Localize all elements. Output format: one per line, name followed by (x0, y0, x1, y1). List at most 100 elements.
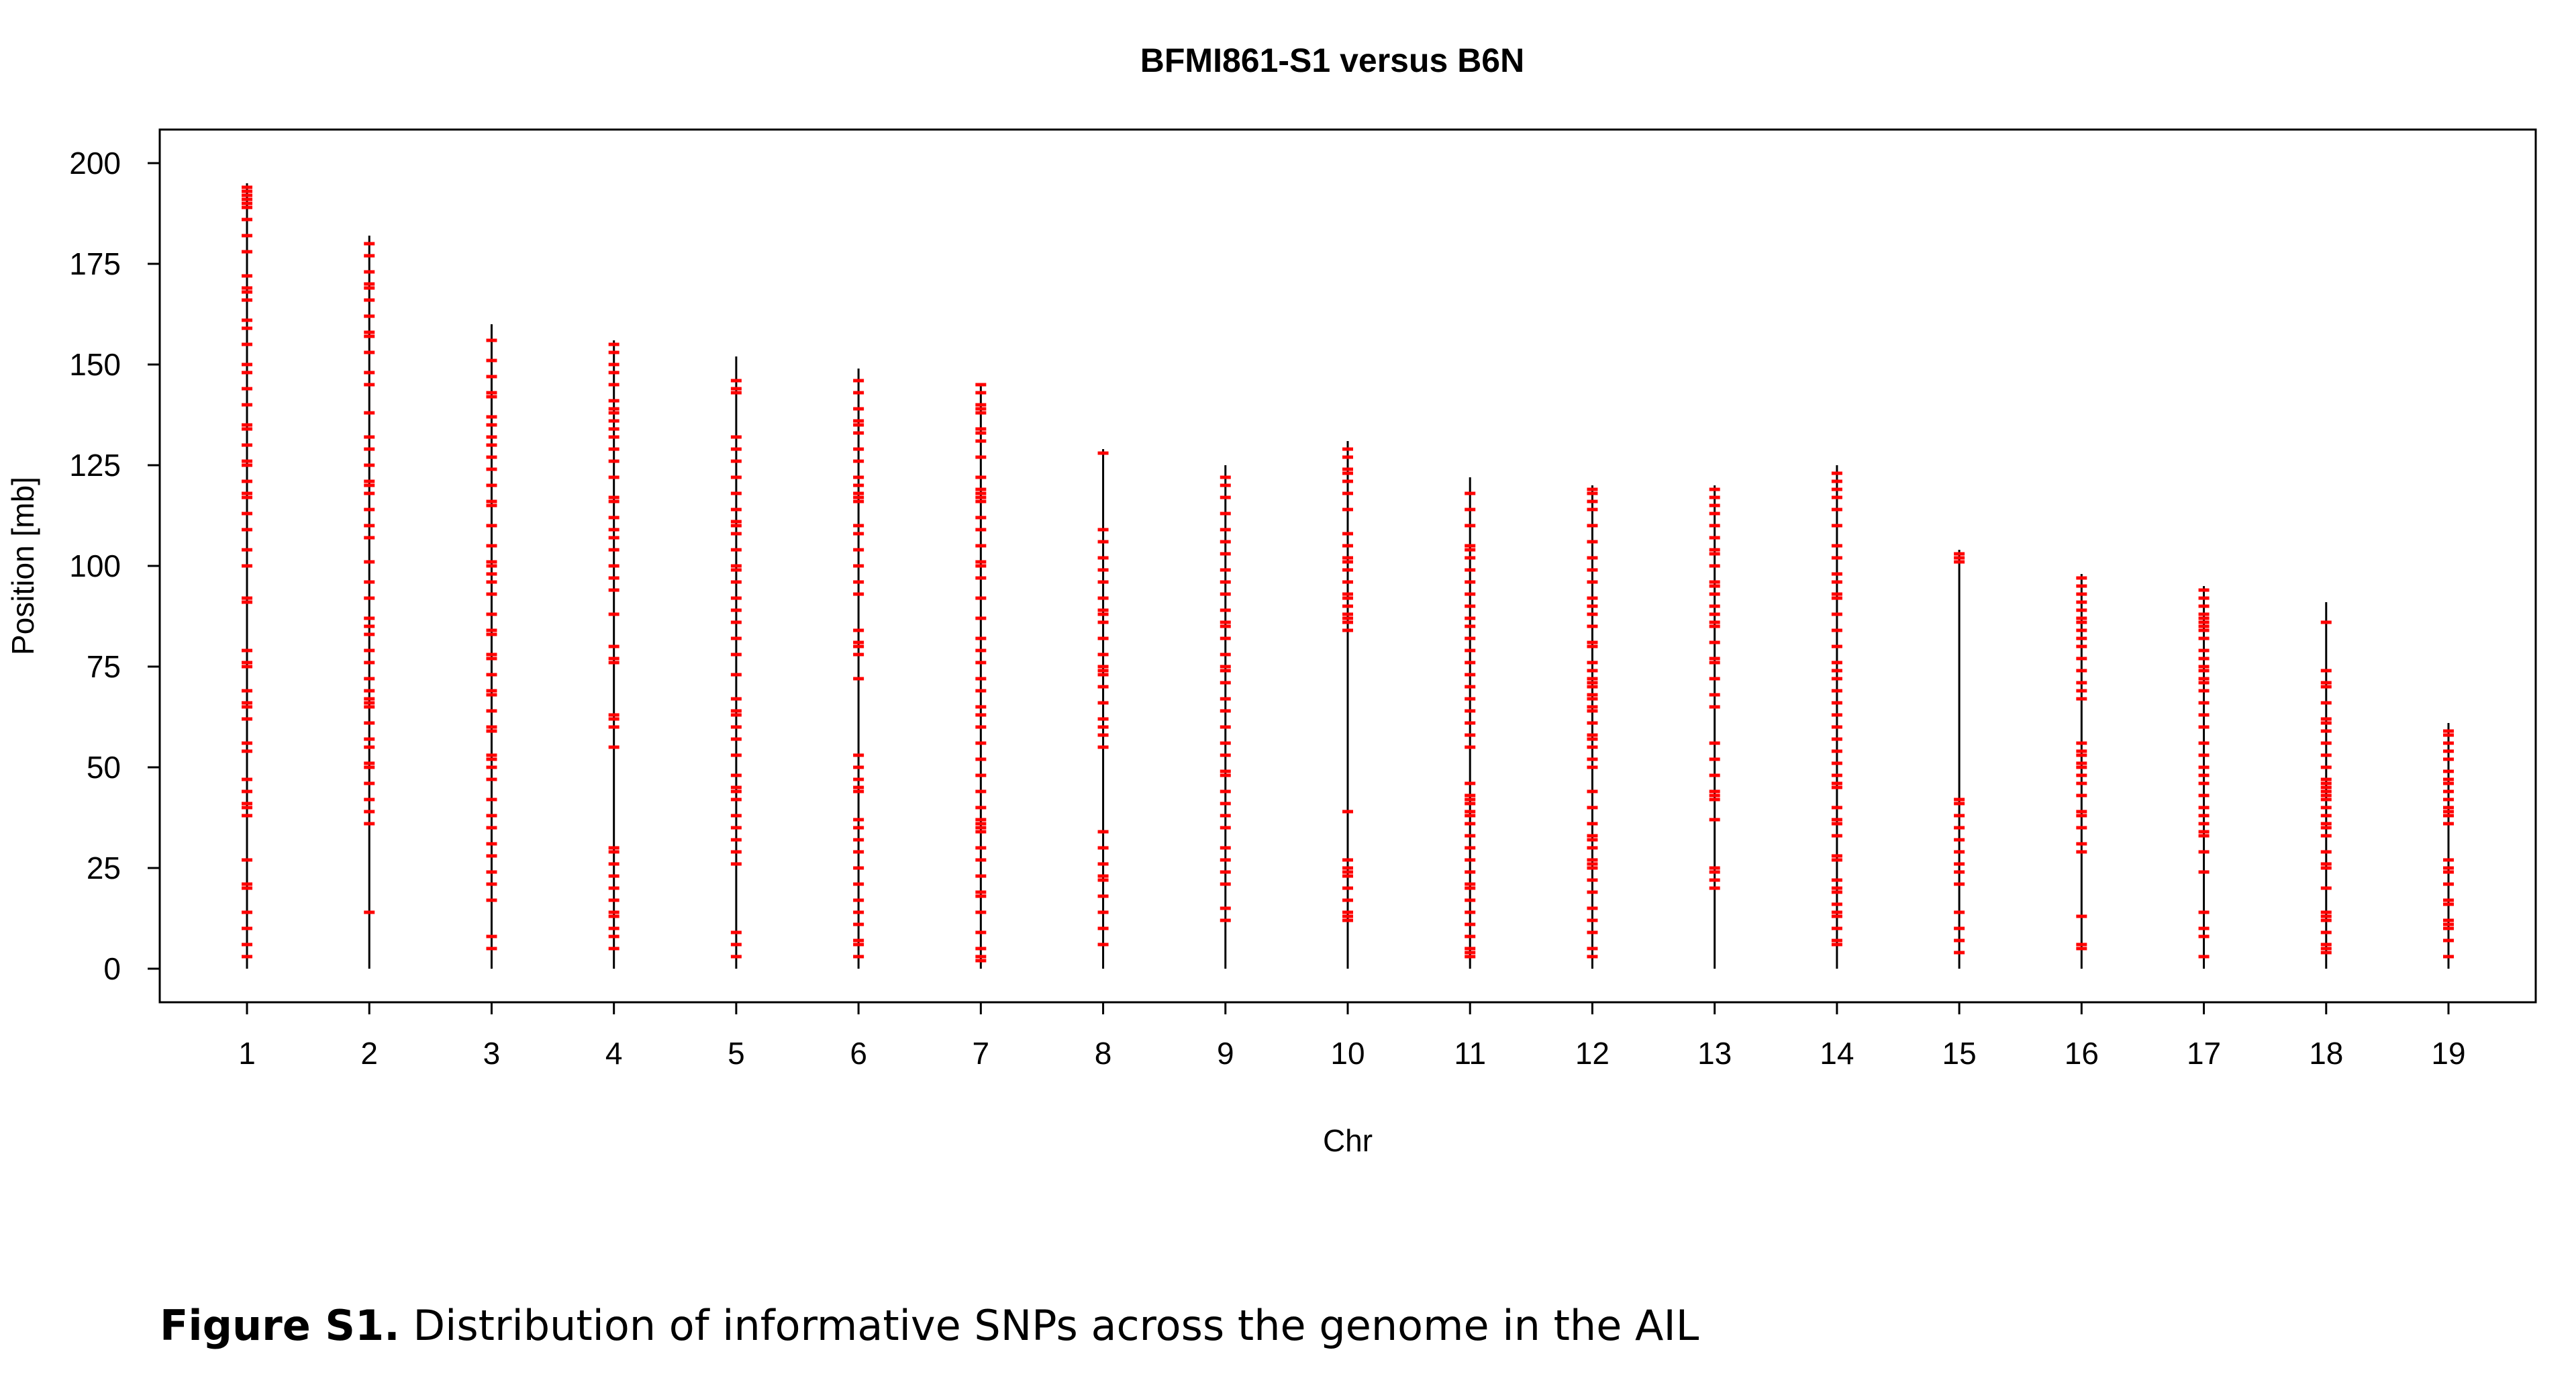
snp-marker (730, 564, 742, 568)
snp-marker (2443, 814, 2454, 818)
snp-marker (1465, 934, 1476, 938)
snp-marker (1831, 773, 1842, 777)
snp-marker (242, 363, 252, 367)
snp-marker (2443, 789, 2454, 793)
snp-marker (1097, 846, 1109, 850)
snp-marker (2320, 850, 2332, 854)
snp-marker (975, 564, 987, 568)
snp-marker (1342, 592, 1353, 596)
snp-marker (975, 689, 987, 693)
snp-marker (975, 516, 987, 520)
snp-marker (242, 387, 252, 391)
snp-marker (1831, 822, 1842, 826)
snp-marker (1831, 592, 1842, 596)
snp-marker (2443, 810, 2454, 814)
snp-marker (1097, 717, 1109, 721)
snp-marker (1954, 814, 1965, 818)
snp-marker (1465, 548, 1476, 552)
snp-marker (1587, 681, 1598, 685)
snp-marker (853, 483, 864, 487)
snp-marker (1587, 697, 1598, 701)
snp-marker (486, 628, 497, 632)
snp-marker (364, 661, 375, 665)
snp-marker (1220, 882, 1231, 886)
snp-marker (730, 568, 742, 572)
snp-marker (608, 548, 620, 552)
snp-marker (242, 689, 252, 693)
snp-marker (1342, 467, 1353, 471)
snp-marker (608, 588, 620, 592)
snp-marker (2320, 918, 2332, 922)
snp-marker (730, 491, 742, 495)
snp-marker (608, 717, 620, 721)
snp-marker (486, 934, 497, 938)
snp-marker (853, 495, 864, 499)
snp-marker (1342, 914, 1353, 918)
snp-marker (486, 814, 497, 818)
snp-marker (1465, 556, 1476, 560)
snp-marker (730, 725, 742, 729)
snp-marker (2198, 926, 2210, 930)
snp-marker (1465, 834, 1476, 838)
snp-marker (608, 926, 620, 930)
snp-marker (1220, 665, 1231, 669)
snp-marker (1954, 870, 1965, 874)
snp-marker (608, 475, 620, 479)
snp-marker (242, 286, 252, 290)
snp-marker (1587, 834, 1598, 838)
snp-marker (242, 886, 252, 890)
snp-marker (2198, 681, 2210, 685)
snp-marker (1465, 524, 1476, 528)
snp-marker (364, 463, 375, 467)
snp-marker (1831, 669, 1842, 673)
snp-marker (1831, 701, 1842, 705)
snp-marker (1831, 661, 1842, 665)
snp-marker (608, 745, 620, 749)
snp-marker (2198, 588, 2210, 592)
snp-marker (2198, 713, 2210, 717)
snp-marker (1709, 870, 1720, 874)
snp-marker (2320, 947, 2332, 951)
snp-marker (242, 463, 252, 467)
snp-marker (853, 882, 864, 886)
snp-marker (853, 640, 864, 644)
snp-marker (1097, 580, 1109, 584)
snp-marker (1097, 636, 1109, 640)
snp-marker (608, 459, 620, 463)
snp-marker (608, 419, 620, 423)
snp-marker (1220, 540, 1231, 544)
snp-marker (1097, 926, 1109, 930)
snp-marker (975, 596, 987, 600)
snp-marker (1831, 495, 1842, 499)
snp-marker (1709, 604, 1720, 608)
snp-marker (975, 403, 987, 407)
x-tick-label: 3 (483, 1036, 501, 1071)
snp-marker (1587, 878, 1598, 882)
snp-marker (1220, 697, 1231, 701)
snp-marker (1709, 657, 1720, 661)
snp-marker (1220, 624, 1231, 628)
snp-marker (486, 898, 497, 902)
snp-marker (364, 737, 375, 741)
snp-marker (1954, 951, 1965, 955)
snp-marker (242, 806, 252, 810)
snp-marker (853, 838, 864, 842)
snp-marker (486, 757, 497, 761)
snp-marker (486, 338, 497, 342)
snp-marker (853, 564, 864, 568)
snp-marker (608, 862, 620, 866)
snp-marker (486, 564, 497, 568)
snp-marker (2320, 620, 2332, 624)
snp-marker (1831, 479, 1842, 483)
snp-marker (486, 765, 497, 769)
snp-marker (486, 729, 497, 733)
snp-marker (2443, 898, 2454, 902)
snp-marker (2076, 810, 2087, 814)
snp-marker (975, 858, 987, 862)
x-tick-label: 10 (1330, 1036, 1365, 1071)
snp-marker (364, 524, 375, 528)
x-tick-label: 14 (1820, 1036, 1854, 1071)
snp-marker (2076, 773, 2087, 777)
snp-marker (730, 447, 742, 451)
snp-marker (1342, 580, 1353, 584)
